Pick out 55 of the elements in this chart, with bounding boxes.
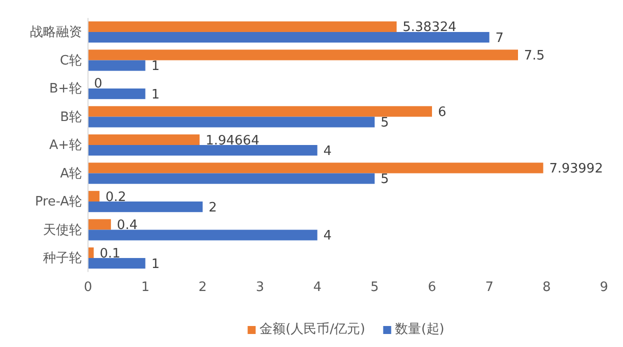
bar	[88, 60, 146, 71]
data-label: 4	[323, 228, 332, 244]
data-label: 1.94664	[206, 133, 260, 148]
data-label: 5	[380, 116, 389, 131]
x-tick-label: 9	[600, 280, 608, 296]
bar	[88, 21, 397, 32]
y-tick-label: 天使轮	[43, 222, 82, 238]
data-label: 4	[323, 144, 332, 159]
bar	[88, 162, 544, 174]
bar	[88, 106, 432, 117]
y-tick-label: 种子轮	[43, 251, 82, 266]
y-tick-label: B轮	[60, 110, 82, 125]
bar	[88, 190, 100, 202]
x-tick-label: 1	[141, 280, 150, 296]
data-label: 0	[94, 76, 102, 92]
x-tick-label: 2	[198, 280, 207, 296]
x-tick-label: 4	[313, 280, 322, 296]
x-tick-label: 7	[485, 280, 494, 296]
data-label: 7.93992	[549, 162, 603, 177]
x-tick-label: 8	[542, 280, 551, 296]
data-label: 5	[380, 172, 389, 188]
y-tick-label: C轮	[60, 53, 82, 68]
legend-label: 金额(人民币/亿元)	[260, 322, 366, 337]
bar	[88, 50, 518, 60]
bar	[88, 145, 318, 156]
data-label: 6	[438, 105, 446, 120]
bar	[88, 134, 200, 145]
bar	[88, 230, 318, 240]
y-tick-label: 战略融资	[30, 25, 82, 40]
data-label: 7.5	[524, 48, 545, 64]
x-tick-label: 6	[428, 280, 436, 296]
data-label: 0.4	[116, 218, 138, 234]
data-label: 5.38324	[402, 20, 456, 36]
bar	[88, 32, 490, 43]
x-tick-label: 5	[370, 280, 379, 296]
bar	[88, 202, 203, 212]
bar	[88, 219, 111, 230]
data-label: 2	[208, 200, 217, 216]
y-tick-label: A+轮	[49, 138, 82, 154]
x-tick-label: 3	[256, 280, 264, 296]
data-label: 0.2	[105, 190, 126, 205]
bar	[88, 258, 146, 269]
bar	[88, 88, 146, 100]
bar	[88, 116, 375, 128]
y-tick-label: A轮	[60, 166, 82, 182]
data-label: 0.1	[100, 246, 120, 262]
data-label: 1	[151, 87, 160, 102]
legend-label: 数量(起)	[395, 322, 444, 337]
x-tick-label: 0	[84, 280, 92, 296]
y-tick-label: B+轮	[49, 82, 82, 97]
data-label: 7	[495, 30, 504, 46]
y-tick-label: Pre-A轮	[35, 194, 82, 210]
bar	[88, 173, 375, 184]
data-label: 1	[151, 256, 160, 272]
data-label: 1	[151, 59, 160, 74]
